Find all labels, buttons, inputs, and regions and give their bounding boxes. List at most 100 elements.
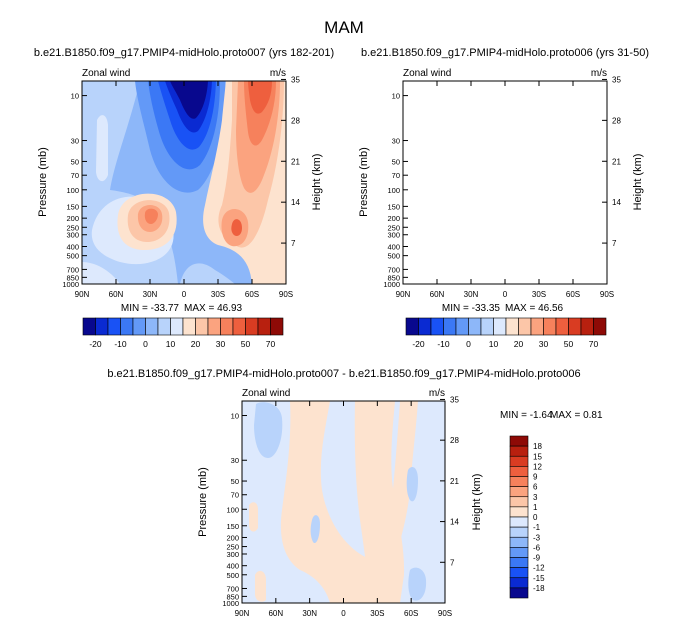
x-tick-label: 0 (182, 290, 187, 299)
y2-tick-label: 35 (450, 395, 459, 404)
colorbar-diff-swatch (509, 496, 529, 508)
contour-surface-west (82, 262, 120, 284)
x-tick-label: 60N (430, 290, 445, 299)
colorbar-swatch (568, 317, 582, 336)
panel-left: b.e21.B1850.f09_g17.PMIP4-midHolo.proto0… (34, 47, 334, 314)
colorbar-swatch (145, 317, 159, 336)
colorbar-diff-swatch (509, 526, 529, 538)
y-tick-label: 1000 (222, 599, 239, 608)
y-tick-label: 250 (66, 223, 79, 232)
contour-subjet-west-3 (459, 205, 483, 232)
panel-right-units-label: m/s (591, 68, 607, 79)
colorbar-label: 20 (514, 339, 524, 349)
colorbar-swatch (443, 317, 457, 336)
colorbar-swatch (232, 317, 246, 336)
contour-subjet-east-core (231, 219, 242, 236)
colorbar-diff-label: 15 (533, 452, 542, 461)
y-tick-label: 10 (392, 92, 400, 101)
diff-neg-spot-3 (406, 467, 418, 502)
diff-pos-left (249, 502, 258, 532)
y-tick-label: 30 (392, 137, 400, 146)
contour-surface-west (403, 262, 441, 284)
diff-neg-spot-1 (254, 402, 283, 458)
y-tick-label: 850 (66, 273, 79, 282)
contour-high-jet-neg3 (479, 81, 537, 150)
y-tick-label: 200 (226, 533, 239, 542)
panel-left-title: b.e21.B1850.f09_g17.PMIP4-midHolo.proto0… (34, 47, 334, 59)
y2-tick-label: 21 (291, 157, 300, 166)
y-tick-label: 50 (392, 157, 400, 166)
y-tick-label: 30 (231, 456, 239, 465)
colorbar-label: -10 (437, 339, 450, 349)
contour-high-jet-neg2 (469, 81, 541, 169)
x-tick-label: 90S (279, 290, 293, 299)
colorbar-swatch (593, 317, 607, 336)
y-tick-label: 300 (226, 550, 239, 559)
panel-left-units-label: m/s (270, 68, 286, 79)
contour-subjet-west-4 (466, 209, 479, 224)
panel-left-y2label: Height (km) (311, 154, 323, 211)
colorbar-swatch (580, 317, 594, 336)
colorbar-left: -20 -10 0 10 20 30 50 70 (82, 317, 284, 349)
y2-tick-label: 35 (612, 75, 621, 84)
colorbar-diff-swatch (509, 536, 529, 548)
x-tick-label: 30N (143, 290, 158, 299)
contour-eastjet-3 (557, 81, 601, 193)
contour-light-column (417, 115, 429, 181)
colorbar-diff-label: -1 (533, 523, 541, 532)
panel-left-ylabel: Pressure (mb) (37, 147, 49, 217)
colorbar-diff-swatch (509, 516, 529, 528)
colorbar-swatch (505, 317, 519, 336)
x-tick-label: 90N (396, 290, 411, 299)
y-tick-label: 500 (387, 252, 400, 261)
colorbar-label: 0 (466, 339, 471, 349)
colorbar-label: 20 (191, 339, 201, 349)
colorbar-swatch (468, 317, 482, 336)
y-tick-label: 250 (387, 223, 400, 232)
colorbar-diff-label: -9 (533, 554, 541, 563)
contour-high-jet-neg1 (456, 81, 546, 193)
contour-subjet-west-2 (449, 200, 491, 242)
colorbar-swatch (170, 317, 184, 336)
colorbar-swatch (95, 317, 109, 336)
panel-right-frame (402, 80, 608, 285)
panel-diff-max-label: MAX = 0.81 (550, 410, 603, 421)
colorbar-swatch (480, 317, 494, 336)
y-tick-label: 70 (71, 171, 79, 180)
y2-tick-label: 21 (612, 157, 621, 166)
colorbar-diff-swatch (509, 435, 529, 447)
panel-diff-zonal-label: Zonal wind (242, 388, 290, 399)
y2-tick-label: 35 (291, 75, 300, 84)
colorbar-diff-label: 9 (533, 473, 538, 482)
x-tick-label: 90N (235, 609, 250, 618)
panel-right-contours (403, 81, 607, 284)
panel-left-zonal-label: Zonal wind (82, 68, 130, 79)
x-tick-label: 60N (268, 609, 283, 618)
colorbar-diff-label: -6 (533, 543, 541, 552)
x-tick-label: 30S (370, 609, 384, 618)
x-tick-label: 90N (75, 290, 90, 299)
y-tick-label: 500 (226, 571, 239, 580)
diff-pos-region-2 (354, 401, 405, 603)
colorbar-diff-swatch (509, 567, 529, 579)
colorbar-swatch (220, 317, 234, 336)
colorbar-diff-label: 6 (533, 483, 538, 492)
colorbar-diff-swatch (509, 506, 529, 518)
x-tick-label: 60S (404, 609, 418, 618)
y-tick-label: 850 (387, 273, 400, 282)
colorbar-swatch (207, 317, 221, 336)
colorbar-swatch (107, 317, 121, 336)
x-tick-label: 30N (464, 290, 479, 299)
y-tick-label: 10 (71, 92, 79, 101)
contour-weak-band-2 (413, 197, 495, 265)
diff-pos-region-1 (280, 401, 400, 603)
x-tick-label: 60N (109, 290, 124, 299)
y-tick-label: 70 (231, 491, 239, 500)
contour-high-jet-neg5 (170, 81, 208, 119)
colorbar-diff-swatch (509, 587, 529, 599)
y-tick-label: 200 (387, 214, 400, 223)
contour-subjet-east (542, 209, 569, 246)
contour-high-jet-neg5 (491, 81, 529, 119)
